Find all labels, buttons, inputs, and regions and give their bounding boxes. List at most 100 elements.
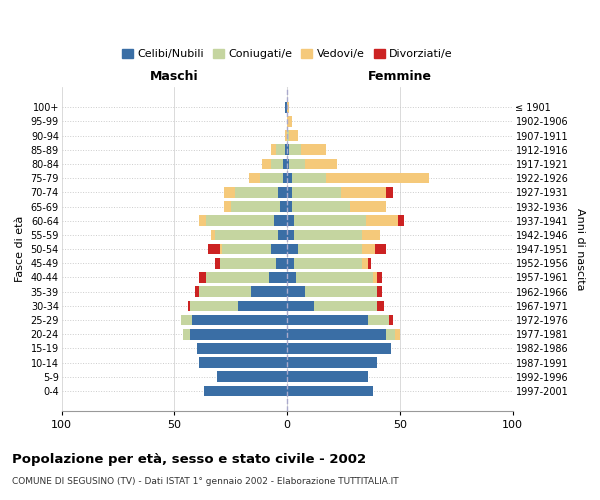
Bar [301, 144, 326, 155]
Bar [215, 258, 220, 268]
Bar [271, 144, 276, 155]
Y-axis label: Anni di nascita: Anni di nascita [575, 208, 585, 290]
Bar [305, 158, 337, 170]
Bar [362, 230, 380, 240]
Bar [287, 244, 298, 254]
Bar [362, 258, 368, 268]
Bar [287, 158, 289, 170]
Bar [199, 216, 206, 226]
Bar [287, 173, 292, 184]
Bar [195, 286, 199, 297]
Bar [287, 372, 368, 382]
Bar [211, 230, 215, 240]
Bar [190, 329, 287, 340]
Bar [215, 230, 278, 240]
Bar [287, 187, 292, 198]
Bar [386, 187, 393, 198]
Bar [217, 372, 287, 382]
Bar [206, 272, 269, 283]
Bar [184, 329, 190, 340]
Bar [251, 286, 287, 297]
Text: Maschi: Maschi [150, 70, 199, 83]
Bar [292, 173, 326, 184]
Bar [204, 386, 287, 396]
Bar [296, 272, 373, 283]
Bar [283, 173, 287, 184]
Bar [287, 272, 296, 283]
Bar [278, 187, 287, 198]
Bar [181, 314, 193, 326]
Bar [274, 216, 287, 226]
Bar [206, 216, 274, 226]
Bar [220, 244, 222, 254]
Bar [285, 130, 287, 141]
Bar [193, 314, 287, 326]
Bar [389, 314, 393, 326]
Bar [287, 343, 391, 353]
Bar [260, 173, 283, 184]
Bar [199, 272, 206, 283]
Bar [368, 314, 389, 326]
Bar [285, 144, 287, 155]
Bar [294, 230, 362, 240]
Bar [373, 272, 377, 283]
Bar [224, 201, 231, 212]
Bar [294, 258, 362, 268]
Bar [287, 286, 305, 297]
Bar [285, 102, 287, 113]
Bar [276, 144, 285, 155]
Y-axis label: Fasce di età: Fasce di età [15, 216, 25, 282]
Bar [220, 258, 276, 268]
Bar [368, 258, 371, 268]
Bar [262, 158, 271, 170]
Bar [377, 286, 382, 297]
Bar [287, 130, 289, 141]
Bar [199, 357, 287, 368]
Text: COMUNE DI SEGUSINO (TV) - Dati ISTAT 1° gennaio 2002 - Elaborazione TUTTITALIA.I: COMUNE DI SEGUSINO (TV) - Dati ISTAT 1° … [12, 478, 398, 486]
Bar [298, 244, 362, 254]
Legend: Celibi/Nubili, Coniugati/e, Vedovi/e, Divorziati/e: Celibi/Nubili, Coniugati/e, Vedovi/e, Di… [117, 44, 457, 64]
Bar [280, 201, 287, 212]
Bar [287, 116, 292, 126]
Bar [287, 230, 294, 240]
Bar [197, 343, 287, 353]
Bar [287, 201, 292, 212]
Bar [366, 216, 398, 226]
Text: Popolazione per età, sesso e stato civile - 2002: Popolazione per età, sesso e stato civil… [12, 452, 366, 466]
Bar [224, 187, 235, 198]
Bar [287, 258, 294, 268]
Bar [287, 386, 373, 396]
Bar [231, 201, 280, 212]
Bar [375, 244, 386, 254]
Bar [276, 258, 287, 268]
Bar [271, 158, 283, 170]
Bar [386, 329, 395, 340]
Bar [289, 158, 305, 170]
Bar [395, 329, 400, 340]
Bar [289, 130, 298, 141]
Bar [208, 244, 220, 254]
Bar [326, 173, 429, 184]
Text: Femmine: Femmine [368, 70, 432, 83]
Bar [235, 187, 278, 198]
Bar [314, 300, 377, 311]
Bar [287, 300, 314, 311]
Bar [398, 216, 404, 226]
Bar [287, 144, 289, 155]
Bar [377, 272, 382, 283]
Bar [292, 201, 350, 212]
Bar [289, 144, 301, 155]
Bar [362, 244, 375, 254]
Bar [283, 158, 287, 170]
Bar [188, 300, 190, 311]
Bar [287, 216, 294, 226]
Bar [294, 216, 366, 226]
Bar [292, 187, 341, 198]
Bar [305, 286, 377, 297]
Bar [278, 230, 287, 240]
Bar [287, 329, 386, 340]
Bar [238, 300, 287, 311]
Bar [199, 286, 251, 297]
Bar [190, 300, 238, 311]
Bar [350, 201, 386, 212]
